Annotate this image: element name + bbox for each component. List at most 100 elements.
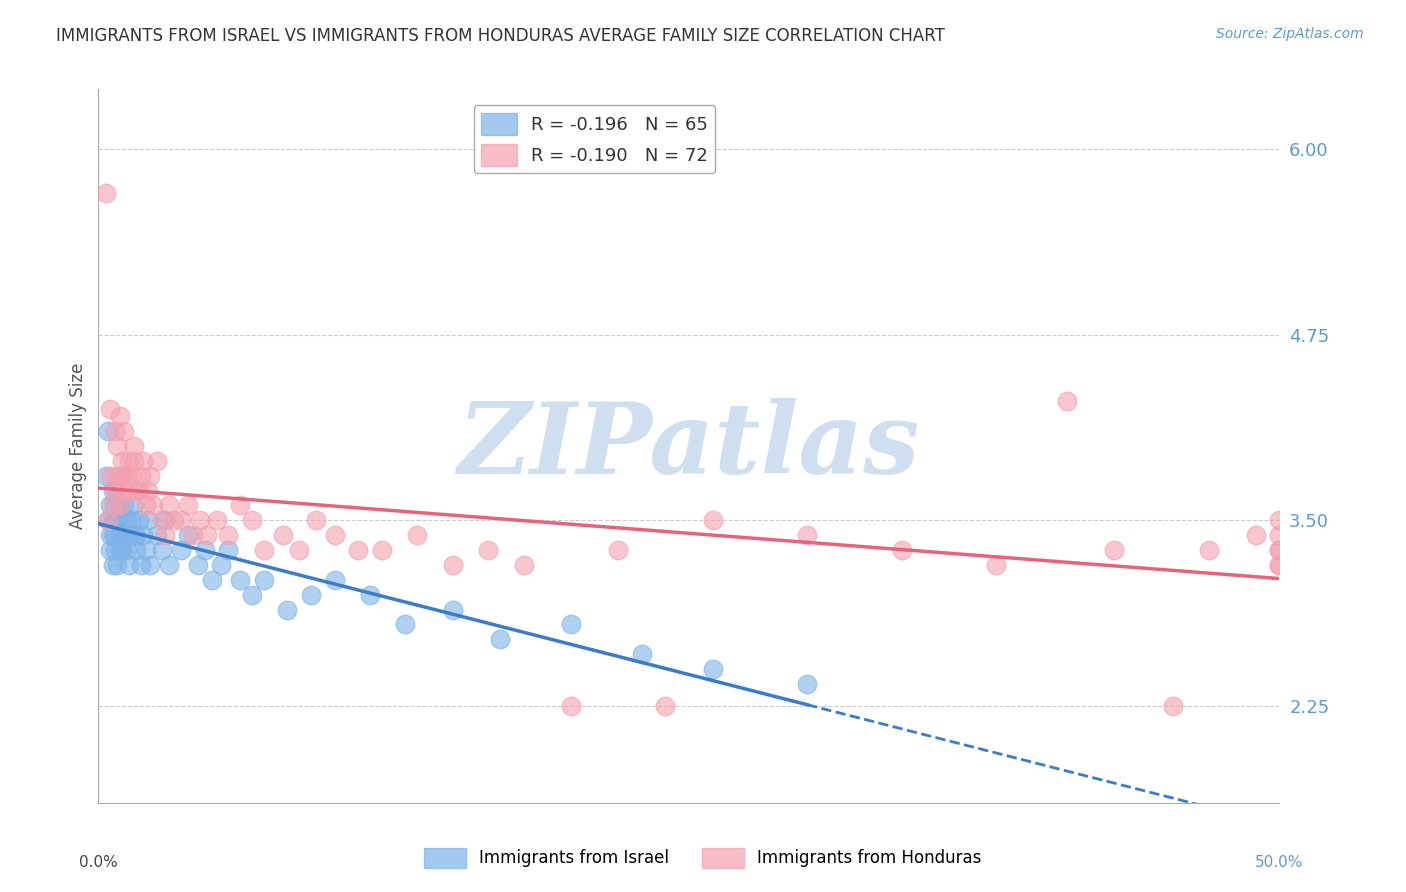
Point: [153, 513, 176, 527]
Point: [125, 483, 148, 498]
Point: [104, 513, 127, 527]
Point: [101, 483, 124, 498]
Point: [271, 528, 294, 542]
Point: [136, 483, 159, 498]
Point: [441, 558, 464, 572]
Point: [323, 528, 346, 542]
Point: [702, 513, 724, 527]
Point: [177, 499, 200, 513]
Point: [702, 662, 724, 676]
Point: [630, 647, 652, 661]
Point: [276, 602, 298, 616]
Point: [111, 543, 134, 558]
Point: [115, 513, 138, 527]
Point: [394, 617, 416, 632]
Point: [217, 543, 239, 558]
Text: 50.0%: 50.0%: [1256, 855, 1303, 870]
Point: [108, 499, 131, 513]
Point: [1244, 528, 1267, 542]
Point: [1268, 543, 1291, 558]
Text: ZIPatlas: ZIPatlas: [458, 398, 920, 494]
Point: [125, 528, 148, 542]
Point: [170, 543, 193, 558]
Point: [187, 558, 209, 572]
Point: [128, 513, 150, 527]
Point: [108, 409, 131, 424]
Point: [796, 528, 818, 542]
Point: [560, 617, 582, 632]
Point: [112, 483, 135, 498]
Point: [98, 401, 121, 416]
Point: [170, 513, 193, 527]
Point: [253, 543, 276, 558]
Point: [112, 528, 135, 542]
Point: [560, 699, 582, 714]
Point: [98, 528, 121, 542]
Point: [98, 468, 121, 483]
Text: Source: ZipAtlas.com: Source: ZipAtlas.com: [1216, 27, 1364, 41]
Point: [121, 468, 143, 483]
Point: [323, 573, 346, 587]
Point: [359, 588, 381, 602]
Point: [157, 499, 180, 513]
Point: [108, 499, 131, 513]
Point: [654, 699, 676, 714]
Point: [97, 424, 120, 438]
Point: [150, 513, 173, 527]
Point: [1161, 699, 1184, 714]
Point: [1056, 394, 1078, 409]
Point: [104, 543, 127, 558]
Point: [205, 513, 228, 527]
Point: [112, 424, 135, 438]
Point: [607, 543, 630, 558]
Point: [153, 528, 176, 542]
Text: 0.0%: 0.0%: [79, 855, 118, 870]
Point: [122, 528, 145, 542]
Point: [229, 573, 252, 587]
Point: [195, 528, 218, 542]
Point: [1102, 543, 1125, 558]
Text: IMMIGRANTS FROM ISRAEL VS IMMIGRANTS FROM HONDURAS AVERAGE FAMILY SIZE CORRELATI: IMMIGRANTS FROM ISRAEL VS IMMIGRANTS FRO…: [56, 27, 945, 45]
Point: [121, 513, 143, 527]
Point: [97, 513, 120, 527]
Point: [101, 528, 124, 542]
Point: [122, 439, 145, 453]
Point: [406, 528, 429, 542]
Point: [94, 186, 117, 201]
Point: [104, 499, 127, 513]
Point: [101, 499, 124, 513]
Point: [240, 513, 263, 527]
Point: [188, 513, 211, 527]
Point: [135, 499, 157, 513]
Legend: Immigrants from Israel, Immigrants from Honduras: Immigrants from Israel, Immigrants from …: [418, 841, 988, 875]
Point: [217, 528, 239, 542]
Legend: R = -0.196   N = 65, R = -0.190   N = 72: R = -0.196 N = 65, R = -0.190 N = 72: [474, 105, 716, 173]
Point: [129, 468, 152, 483]
Point: [299, 588, 322, 602]
Point: [441, 602, 464, 616]
Point: [181, 528, 204, 542]
Y-axis label: Average Family Size: Average Family Size: [69, 363, 87, 529]
Point: [136, 513, 159, 527]
Point: [201, 573, 224, 587]
Point: [1268, 528, 1291, 542]
Point: [984, 558, 1007, 572]
Point: [101, 513, 124, 527]
Point: [209, 558, 232, 572]
Point: [115, 468, 138, 483]
Point: [122, 454, 145, 468]
Point: [132, 454, 155, 468]
Point: [477, 543, 499, 558]
Point: [194, 543, 217, 558]
Point: [796, 677, 818, 691]
Point: [112, 499, 135, 513]
Point: [101, 558, 124, 572]
Point: [1268, 513, 1291, 527]
Point: [512, 558, 534, 572]
Point: [94, 468, 117, 483]
Point: [146, 528, 169, 542]
Point: [118, 483, 141, 498]
Point: [111, 468, 134, 483]
Point: [104, 424, 127, 438]
Point: [371, 543, 394, 558]
